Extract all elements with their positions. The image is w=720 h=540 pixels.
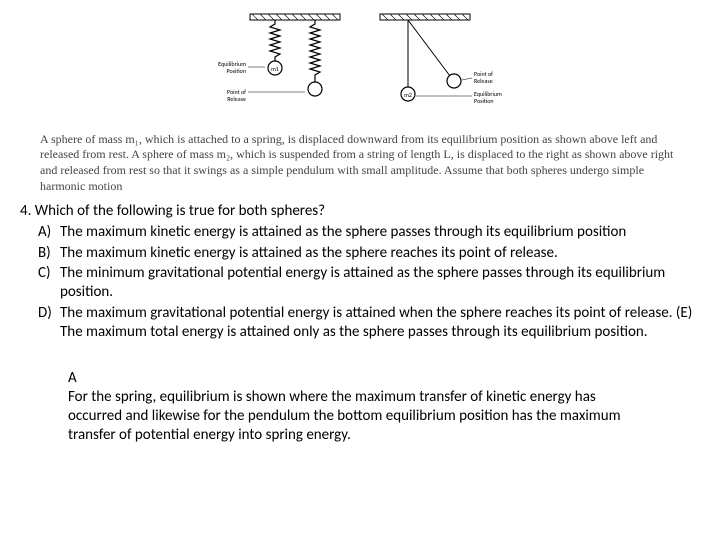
svg-text:Position: Position <box>474 97 494 105</box>
svg-text:Release: Release <box>474 77 493 85</box>
choice-letter: A) <box>38 223 60 242</box>
choice-a: A) The maximum kinetic energy is attaine… <box>38 223 700 242</box>
question-text: Which of the following is true for both … <box>35 202 325 220</box>
choices-list: A) The maximum kinetic energy is attaine… <box>20 223 700 342</box>
problem-prompt: A sphere of mass m₁, which is attached t… <box>40 132 680 194</box>
svg-text:Release: Release <box>227 95 246 103</box>
choice-text: The minimum gravitational potential ener… <box>60 264 700 302</box>
choice-text: The maximum kinetic energy is attained a… <box>60 244 700 263</box>
question-number: 4. <box>20 202 31 220</box>
svg-text:Position: Position <box>226 67 246 75</box>
answer-letter: A <box>68 369 628 388</box>
mass2-label: m2 <box>404 91 412 99</box>
mass1-label: m1 <box>271 65 279 73</box>
choice-b: B) The maximum kinetic energy is attaine… <box>38 244 700 263</box>
choice-d: D) The maximum gravitational potential e… <box>38 304 700 342</box>
figure-diagram: m1 Equilibrium Position Point of Release… <box>20 10 700 126</box>
question-stem: 4. Which of the following is true for bo… <box>20 202 700 221</box>
answer-block: A For the spring, equilibrium is shown w… <box>68 369 628 444</box>
choice-letter: B) <box>38 244 60 263</box>
choice-text: The maximum gravitational potential ener… <box>60 304 700 342</box>
choice-letter: D) <box>38 304 60 342</box>
choice-letter: C) <box>38 264 60 302</box>
choice-c: C) The minimum gravitational potential e… <box>38 264 700 302</box>
answer-explanation: For the spring, equilibrium is shown whe… <box>68 388 628 444</box>
choice-text: The maximum kinetic energy is attained a… <box>60 223 700 242</box>
